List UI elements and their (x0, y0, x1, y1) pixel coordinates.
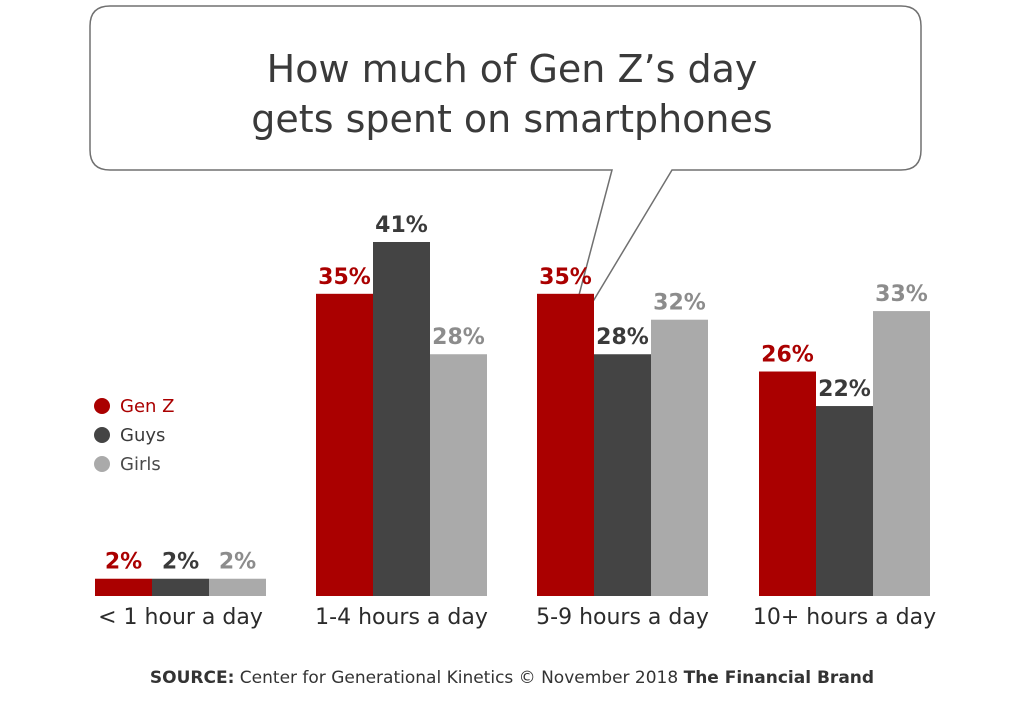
bars-layer (95, 242, 930, 596)
value-label-gen-z-3: 35% (539, 265, 592, 290)
bar-guys-2 (373, 242, 430, 596)
legend-label-guys: Guys (120, 425, 165, 446)
value-label-gen-z-2: 35% (318, 265, 371, 290)
source-note: SOURCE: Center for Generational Kinetics… (0, 668, 1024, 688)
chart-title-line-2: gets spent on smartphones (251, 97, 772, 141)
bar-girls-1 (209, 578, 266, 596)
bar-gen-z-4 (759, 371, 816, 596)
category-label-4: 10+ hours a day (753, 605, 936, 630)
value-label-guys-3: 28% (596, 325, 649, 350)
value-label-gen-z-4: 26% (761, 343, 814, 368)
bar-guys-1 (152, 578, 209, 596)
legend-label-girls: Girls (120, 454, 161, 475)
legend-label-gen-z: Gen Z (120, 396, 174, 417)
value-label-guys-2: 41% (375, 213, 428, 238)
bar-guys-3 (594, 354, 651, 596)
bar-gen-z-3 (537, 293, 594, 596)
category-label-1: < 1 hour a day (98, 605, 263, 630)
bar-girls-3 (651, 319, 708, 596)
category-label-3: 5-9 hours a day (536, 605, 709, 630)
category-labels-layer: < 1 hour a day 1-4 hours a day 5-9 hours a… (98, 605, 936, 630)
title-callout-bubble (89, 5, 922, 349)
bar-guys-4 (816, 406, 873, 596)
bar-girls-4 (873, 311, 930, 596)
bar-gen-z-2 (316, 293, 373, 596)
source-label: SOURCE: (149, 668, 235, 688)
value-label-guys-4: 22% (818, 377, 871, 402)
legend-marker-guys (94, 427, 110, 443)
value-label-girls-2: 28% (432, 325, 485, 350)
value-label-gen-z-1: 2% (105, 550, 142, 575)
source-brand: The Financial Brand (683, 668, 875, 688)
bar-gen-z-1 (95, 578, 152, 596)
value-labels-layer: 2% 2% 2%35%41%28%35%28%32%26%22%33% (105, 213, 928, 575)
category-label-2: 1-4 hours a day (315, 605, 488, 630)
value-label-girls-4: 33% (875, 282, 928, 307)
source-text: Center for Generational Kinetics © Novem… (234, 668, 684, 688)
bar-girls-2 (430, 354, 487, 596)
chart-title-line-1: How much of Gen Z’s day (267, 47, 758, 91)
value-label-girls-3: 32% (653, 291, 706, 316)
legend-marker-gen-z (94, 398, 110, 414)
legend: Gen Z Guys Girls (94, 396, 174, 475)
value-label-girls-1: 2% (219, 550, 256, 575)
value-label-guys-1: 2% (162, 550, 199, 575)
legend-marker-girls (94, 456, 110, 472)
